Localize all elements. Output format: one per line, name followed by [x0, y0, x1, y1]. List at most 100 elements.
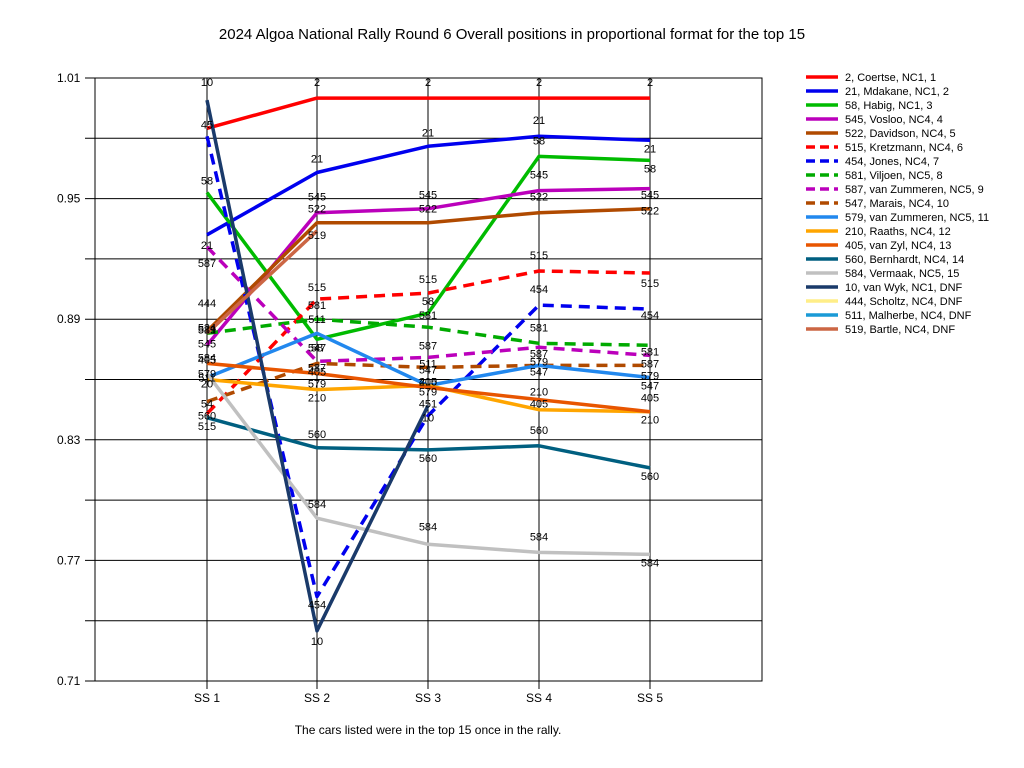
data-label: 579 [308, 379, 326, 391]
data-label: 54 [201, 399, 213, 411]
data-label: 587 [641, 358, 659, 370]
x-tick-label: SS 4 [526, 691, 552, 705]
data-label: 579 [419, 387, 437, 399]
data-label: 444 [198, 298, 216, 310]
y-tick-label: 0.95 [57, 192, 81, 206]
data-label: 522 [530, 192, 548, 204]
data-label: 547 [641, 381, 659, 393]
data-label: 545 [419, 190, 437, 202]
data-label: 519 [308, 230, 326, 242]
legend-entry: 405, van Zyl, NC4, 13 [845, 240, 951, 252]
data-label: 547 [308, 342, 326, 354]
data-label: 45 [201, 119, 213, 131]
series-line [206, 416, 651, 470]
axes: 1.01 0.95 0.89 0.83 0.77 0.71 SS 1 SS 2 SS 3 SS 4… [57, 71, 763, 705]
data-label: 560 [530, 425, 548, 437]
legend-entry: 584, Vermaak, NC5, 15 [845, 268, 959, 280]
data-label: 58 [201, 176, 213, 188]
legend-entry: 560, Bernhardt, NC4, 14 [845, 254, 964, 266]
data-label: 545 [641, 190, 659, 202]
data-label: 515 [641, 278, 659, 290]
data-label: 405 [530, 399, 548, 411]
data-label: 587 [198, 258, 216, 270]
data-label: 405 [198, 354, 216, 366]
x-tick-label: SS 1 [194, 691, 220, 705]
data-label: 524 [198, 322, 216, 334]
data-label: 210 [419, 377, 437, 389]
data-label: 21 [422, 127, 434, 139]
data-label: 10 [422, 413, 434, 425]
data-label: 560 [308, 429, 326, 441]
data-label: 584 [198, 352, 216, 364]
y-tick-label: 0.89 [57, 312, 81, 326]
data-label: 454 [641, 310, 659, 322]
data-label: 545 [308, 192, 326, 204]
data-label: 21 [311, 153, 323, 165]
data-labels: 1045582158744458152451954540558457951120… [198, 77, 659, 648]
series-line [205, 206, 651, 333]
data-label: 511 [198, 373, 216, 385]
data-label: 560 [198, 411, 216, 423]
legend-entry: 21, Mdakane, NC1, 2 [845, 86, 949, 98]
data-label: 10 [311, 636, 323, 648]
data-label: 584 [641, 557, 659, 569]
data-label: 519 [198, 324, 216, 336]
data-label: 584 [419, 521, 437, 533]
legend-entry: 210, Raaths, NC4, 12 [845, 226, 951, 238]
grid [85, 77, 762, 689]
data-label: 210 [641, 415, 659, 427]
series-line [205, 372, 651, 557]
data-label: 579 [530, 356, 548, 368]
data-label: 587 [308, 362, 326, 374]
data-label: 515 [308, 282, 326, 294]
data-label: 2 [647, 77, 653, 89]
footnote: The cars listed were in the top 15 once … [295, 723, 562, 737]
data-label: 515 [530, 250, 548, 262]
series-line [205, 245, 651, 364]
data-label: 58 [533, 135, 545, 147]
data-label: 515 [198, 421, 216, 433]
data-label: 579 [641, 371, 659, 383]
data-label: 581 [198, 324, 216, 336]
data-label: 560 [641, 471, 659, 483]
data-label: 584 [530, 531, 548, 543]
legend-entry: 587, van Zummeren, NC5, 9 [845, 184, 984, 196]
data-label: 405 [419, 377, 437, 389]
x-tick-label: SS 2 [304, 691, 330, 705]
data-label: 511 [308, 314, 326, 326]
data-label: 587 [530, 348, 548, 360]
legend-entry: 547, Marais, NC4, 10 [845, 198, 949, 210]
legend-entry: 581, Viljoen, NC5, 8 [845, 170, 943, 182]
data-label: 581 [641, 346, 659, 358]
data-label: 581 [530, 322, 548, 334]
y-tick-label: 0.83 [57, 433, 81, 447]
data-label: 584 [308, 499, 326, 511]
data-label: 405 [308, 366, 326, 378]
series-line [205, 229, 319, 335]
series-line [206, 96, 650, 130]
legend-entry: 545, Vosloo, NC4, 4 [845, 114, 943, 126]
data-label: 545 [198, 338, 216, 350]
y-tick-label: 0.71 [57, 674, 81, 688]
series-lines [205, 96, 651, 633]
legend-entry: 58, Habig, NC1, 3 [845, 100, 932, 112]
data-label: 2 [314, 77, 320, 89]
legend-entry: 2, Coertse, NC1, 1 [845, 72, 936, 84]
data-label: 515 [419, 274, 437, 286]
series-line [206, 361, 651, 414]
data-label: 522 [419, 204, 437, 216]
legend-entry: 579, van Zummeren, NC5, 11 [845, 212, 989, 224]
data-label: 522 [308, 204, 326, 216]
series-line [205, 269, 651, 415]
data-label: 547 [419, 364, 437, 376]
data-label: 511 [419, 358, 437, 370]
data-label: 581 [308, 300, 326, 312]
data-label: 560 [419, 453, 437, 465]
data-label: 21 [533, 115, 545, 127]
data-label: 545 [530, 170, 548, 182]
x-tick-label: SS 5 [637, 691, 663, 705]
data-label: 405 [641, 393, 659, 405]
data-label: 579 [198, 368, 216, 380]
chart-title: 2024 Algoa National Rally Round 6 Overal… [219, 26, 805, 43]
legend-entry: 522, Davidson, NC4, 5 [845, 128, 956, 140]
